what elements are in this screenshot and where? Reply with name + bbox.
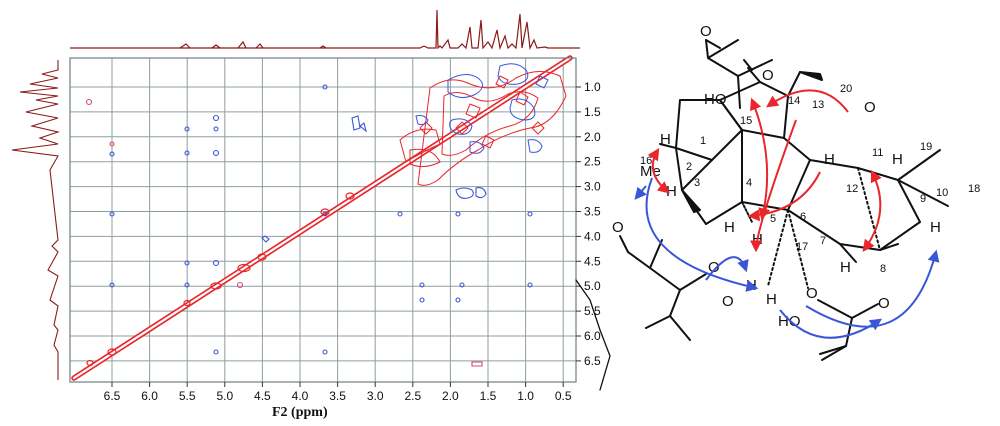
atom-o-right-ester: O: [878, 295, 890, 312]
y-tick-label: 3.0: [584, 180, 601, 194]
num-1: 1: [700, 135, 706, 147]
num-8: 8: [880, 263, 886, 275]
num-5: 5: [770, 213, 776, 225]
num-13: 13: [812, 99, 824, 111]
atom-o-ketone: O: [762, 67, 774, 84]
y-tick-label: 2.0: [584, 130, 601, 144]
atom-o-left-ester2: O: [708, 259, 720, 276]
num-9: 9: [920, 193, 926, 205]
atom-h12: H: [824, 151, 835, 168]
num-19: 19: [920, 141, 932, 153]
y-tick-label: 4.5: [584, 254, 601, 268]
atom-h9: H: [930, 219, 941, 236]
x-tick-label: 5.0: [216, 389, 233, 403]
y-tick-label: 2.5: [584, 155, 601, 169]
y-tick-label: 6.0: [584, 329, 601, 343]
y-tick-label: 6.5: [584, 354, 601, 368]
spectrum-frame: [69, 57, 577, 383]
atom-h2: H: [660, 131, 671, 148]
atom-h11: H: [892, 151, 903, 168]
cross-peak-cluster-blue: [415, 63, 549, 154]
spectrum-panel: 6.5 6.0 5.5 5.0 4.5 4.0 3.5 3.0 2.5 2.0 1.5 1.0 0.5 …: [11, 9, 601, 420]
atom-o-left-bridge: O: [722, 293, 734, 310]
x-tick-label: 6.0: [141, 389, 158, 403]
x-tick-label: 3.0: [367, 389, 384, 403]
atom-ho: HO: [704, 91, 727, 108]
x-tick-label: 1.0: [517, 389, 534, 403]
atom-o-right-bridge: O: [806, 285, 818, 302]
num-16: 16: [640, 155, 652, 167]
top-projection-trace: [70, 9, 580, 51]
x-tick-label: 2.0: [442, 389, 459, 403]
x-tick-label: 5.5: [179, 389, 196, 403]
x-tick-label: 6.5: [104, 389, 121, 403]
num-17: 17: [796, 241, 808, 253]
num-6: 6: [800, 211, 806, 223]
diagonal-peaks: [86, 192, 355, 367]
x-tick-label: 4.5: [254, 389, 271, 403]
cross-peak-singles: [85, 84, 533, 367]
atom-h5: H: [724, 219, 735, 236]
x-tick-label: 4.0: [292, 389, 309, 403]
num-10: 10: [936, 187, 948, 199]
num-3: 3: [694, 177, 700, 189]
y-tick-labels: 1.0 1.5 2.0 2.5 3.0 3.5 4.0 4.5 5.0 5.5 6.0 6.5: [576, 80, 601, 368]
atom-labels: O O O HO Me H H H H H H H H H H O O O O …: [612, 23, 980, 330]
y-tick-label: 1.5: [584, 105, 601, 119]
atom-h3: H: [666, 183, 677, 200]
atom-h-left: H: [766, 291, 777, 308]
num-20: 20: [840, 83, 852, 95]
x-tick-label: 1.5: [480, 389, 497, 403]
blue-correlation-arrows: [634, 177, 940, 339]
x-tick-labels: 6.5 6.0 5.5 5.0 4.5 4.0 3.5 3.0 2.5 2.0 1.5 1.0 0.5: [104, 382, 572, 403]
num-11: 11: [872, 147, 883, 159]
left-projection-trace: [11, 60, 61, 380]
y-tick-label: 5.5: [584, 304, 601, 318]
y-tick-label: 3.5: [584, 205, 601, 219]
num-18: 18: [968, 183, 980, 195]
num-15: 15: [740, 115, 752, 127]
y-tick-label: 5.0: [584, 279, 601, 293]
y-tick-label: 1.0: [584, 80, 601, 94]
atom-h7: H: [840, 259, 851, 276]
x-tick-label: 2.5: [404, 389, 421, 403]
atom-o-acetate-bridge: O: [864, 99, 876, 116]
num-7: 7: [820, 235, 826, 247]
y-tick-label: 4.0: [584, 229, 601, 243]
red-correlation-arrows: [647, 89, 882, 253]
molecular-structure: [575, 39, 949, 391]
x-tick-label: 3.5: [329, 389, 346, 403]
cross-peak-cluster-red: [399, 71, 567, 186]
num-4: 4: [746, 177, 752, 189]
x-tick-label: 0.5: [555, 389, 572, 403]
num-14: 14: [788, 95, 800, 107]
atom-o-acetate-top: O: [700, 23, 712, 40]
x-axis-title: F2 (ppm): [272, 405, 328, 420]
num-2: 2: [686, 161, 692, 173]
atom-o-left-ester: O: [612, 219, 624, 236]
num-12: 12: [846, 183, 858, 195]
diagonal: [71, 55, 573, 381]
